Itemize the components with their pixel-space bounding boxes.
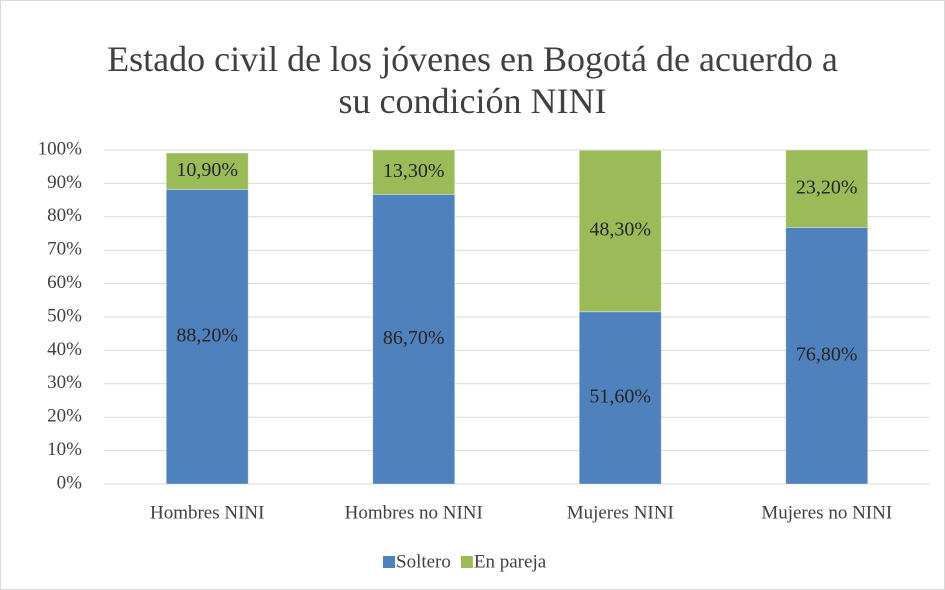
bar-segment (165, 152, 249, 190)
bar-segment (578, 149, 662, 313)
bar-segment (785, 149, 869, 228)
x-tick-label: Mujeres NINI (567, 502, 674, 523)
data-label: 13,30% (383, 160, 445, 182)
data-label: 10,90% (176, 159, 238, 181)
x-tick-label: Hombres NINI (150, 502, 265, 523)
y-tick-label: 40% (47, 339, 82, 360)
bar-segment (578, 311, 662, 485)
x-tick-label: Hombres no NINI (345, 502, 483, 523)
bar-segment (372, 149, 456, 195)
data-label: 23,20% (796, 176, 858, 198)
y-tick-label: 50% (47, 305, 82, 326)
data-label: 51,60% (589, 385, 651, 407)
data-label: 88,20% (176, 324, 238, 346)
legend-swatch (383, 556, 395, 568)
y-tick-label: 20% (47, 406, 82, 427)
data-label: 86,70% (383, 327, 445, 349)
y-tick-label: 60% (47, 272, 82, 293)
y-tick-label: 10% (47, 439, 82, 460)
y-tick-label: 80% (47, 205, 82, 226)
y-tick-label: 100% (38, 138, 83, 159)
y-tick-label: 30% (47, 372, 82, 393)
legend-label: Soltero (396, 551, 451, 572)
legend-swatch (460, 556, 473, 568)
data-label: 76,80% (796, 343, 858, 365)
bar-segment (165, 188, 249, 485)
x-tick-label: Mujeres no NINI (761, 502, 892, 523)
y-tick-label: 70% (47, 239, 82, 260)
y-tick-label: 0% (57, 472, 83, 493)
y-tick-label: 90% (47, 172, 82, 193)
data-label: 48,30% (589, 219, 651, 241)
chart-title: Estado civil de los jóvenes en Bogotá de… (107, 39, 838, 121)
legend-label: En pareja (474, 551, 547, 572)
bar-segment (785, 226, 869, 485)
bar-segment (372, 193, 456, 485)
